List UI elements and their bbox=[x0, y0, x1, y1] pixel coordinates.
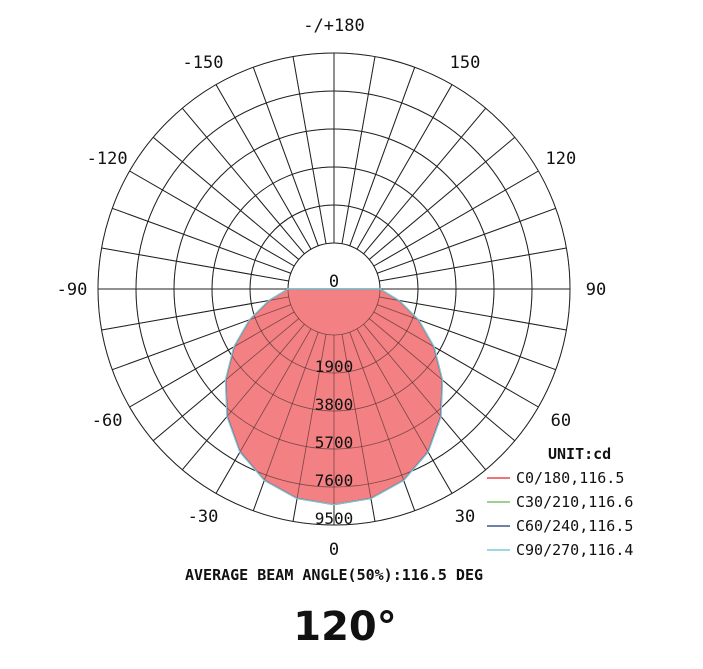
angle-label: 120 bbox=[546, 149, 577, 169]
grid-spoke-overlay bbox=[101, 247, 289, 282]
grid-spoke-overlay bbox=[101, 296, 289, 331]
ring-label: 5700 bbox=[315, 433, 354, 452]
grid-spoke-overlay bbox=[356, 328, 453, 494]
series-lines bbox=[224, 288, 444, 506]
grid-spoke-overlay bbox=[379, 296, 567, 331]
grid-spoke-overlay bbox=[181, 107, 305, 255]
angle-label: -150 bbox=[183, 53, 224, 73]
unit-label: UNIT:cd bbox=[548, 445, 611, 463]
grid-spoke-overlay bbox=[341, 334, 376, 522]
grid-spoke-overlay bbox=[215, 84, 312, 250]
angle-label: 150 bbox=[450, 53, 481, 73]
grid-spoke-overlay bbox=[341, 56, 376, 244]
angle-label: 30 bbox=[455, 507, 475, 527]
grid-spoke-overlay bbox=[129, 311, 295, 408]
ring-label: 7600 bbox=[315, 471, 354, 490]
angle-label: -30 bbox=[188, 507, 219, 527]
grid-spoke-overlay bbox=[373, 311, 539, 408]
angle-label: -60 bbox=[92, 411, 123, 431]
beam-angle-note: AVERAGE BEAM ANGLE(50%):116.5 DEG bbox=[185, 566, 483, 584]
grid-spoke-overlay bbox=[368, 136, 516, 260]
ring-label: 3800 bbox=[315, 395, 354, 414]
grid-spoke-overlay bbox=[292, 334, 327, 522]
legend: UNIT:cd C0/180,116.5 C30/210,116.6 C60/240… bbox=[487, 445, 633, 559]
angle-label: 60 bbox=[551, 411, 571, 431]
ring-label: 1900 bbox=[315, 357, 354, 376]
ring-label: 9500 bbox=[315, 509, 354, 528]
grid-spoke-overlay bbox=[252, 67, 319, 246]
angle-label: -/+180 bbox=[303, 16, 364, 36]
distribution-fill bbox=[97, 52, 571, 526]
grid-spoke-overlay bbox=[112, 207, 291, 274]
center-zero-label: 0 bbox=[329, 272, 339, 292]
angle-labels: -/+180 150 -150 120 -120 90 -90 60 -60 30 -30 0 0 bbox=[57, 16, 607, 560]
grid-spoke-overlay bbox=[356, 84, 453, 250]
grid-spoke-overlay bbox=[377, 207, 556, 274]
grid-spoke-overlay bbox=[129, 170, 295, 267]
grid-spoke-overlay bbox=[363, 107, 487, 255]
grid-spoke-overlay bbox=[112, 304, 291, 371]
grid-spoke-overlay bbox=[181, 323, 305, 471]
series-line-3 bbox=[224, 288, 444, 506]
angle-label: -120 bbox=[87, 149, 128, 169]
angle-label: 90 bbox=[586, 280, 606, 300]
legend-label-3: C90/270,116.4 bbox=[516, 541, 633, 559]
legend-label-0: C0/180,116.5 bbox=[516, 469, 624, 487]
legend-label-1: C30/210,116.6 bbox=[516, 493, 633, 511]
angle-label: 0 bbox=[329, 540, 339, 560]
grid-spoke-overlay bbox=[377, 304, 556, 371]
grid-over-fill bbox=[97, 52, 571, 526]
grid-spoke-overlay bbox=[215, 328, 312, 494]
ring-labels: 1900 3800 5700 7600 9500 bbox=[315, 357, 354, 528]
grid-spoke-overlay bbox=[152, 136, 300, 260]
legend-label-2: C60/240,116.5 bbox=[516, 517, 633, 535]
grid-spoke-overlay bbox=[363, 323, 487, 471]
grid-spoke-overlay bbox=[373, 170, 539, 267]
grid-spoke-overlay bbox=[349, 67, 416, 246]
grid-spoke-overlay bbox=[292, 56, 327, 244]
angle-label: -90 bbox=[57, 280, 88, 300]
grid-spoke-overlay bbox=[379, 247, 567, 282]
beam-angle-headline: 120° bbox=[293, 604, 397, 650]
